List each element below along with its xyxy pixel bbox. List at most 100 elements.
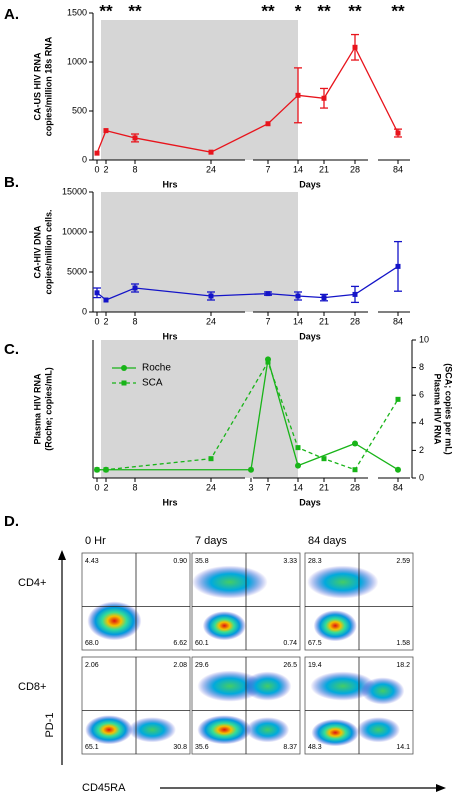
- marker: [321, 95, 327, 101]
- x-tick-label: 2: [103, 482, 108, 492]
- y-tick-label: 1500: [67, 7, 87, 17]
- marker: [94, 150, 100, 156]
- quadrant-value: 6.62: [173, 640, 187, 647]
- panel-label: A.: [4, 6, 19, 23]
- series-line: [97, 360, 399, 471]
- column-title: 84 days: [308, 535, 347, 547]
- quadrant-value: 35.8: [195, 558, 209, 565]
- density-blob: [128, 717, 176, 743]
- panel-label: C.: [4, 341, 19, 358]
- x-tick-label: 84: [393, 164, 403, 174]
- x-tick-label: 14: [293, 164, 303, 174]
- x-tick-label: 84: [393, 316, 403, 326]
- density-blob: [192, 565, 268, 599]
- density-blob: [361, 677, 405, 705]
- y-tick-label: 500: [72, 105, 87, 115]
- quadrant-value: 4.43: [85, 558, 99, 565]
- quadrant-value: 2.06: [85, 662, 99, 669]
- marker: [395, 396, 401, 402]
- density-blob: [356, 717, 401, 743]
- column-title: 0 Hr: [85, 535, 106, 547]
- quadrant-value: 68.0: [85, 640, 99, 647]
- x-tick-label: 28: [350, 316, 360, 326]
- quadrant-value: 1.58: [396, 640, 410, 647]
- x-axis-label: Days: [299, 497, 321, 507]
- panel-label: B.: [4, 174, 19, 191]
- y2-axis-label: Plasma HIV RNA: [433, 373, 443, 445]
- x-tick-label: 21: [319, 482, 329, 492]
- x-axis-label: Days: [299, 179, 321, 189]
- density-blob: [313, 610, 357, 642]
- x-axis-label: Hrs: [162, 179, 177, 189]
- marker: [208, 456, 214, 462]
- y-tick-label: 5000: [67, 266, 87, 276]
- marker: [352, 467, 358, 473]
- x-tick-label: 8: [132, 316, 137, 326]
- marker: [321, 295, 327, 301]
- y2-tick-label: 6: [419, 390, 424, 400]
- marker: [132, 135, 138, 141]
- x-tick-label: 0: [94, 164, 99, 174]
- marker: [94, 467, 100, 473]
- quadrant-value: 35.6: [195, 744, 209, 751]
- x-tick-label: 8: [132, 164, 137, 174]
- x-tick-label: 0: [94, 316, 99, 326]
- y-axis-label: CA-HIV DNA: [32, 225, 42, 278]
- legend-label: SCA: [142, 378, 163, 389]
- quadrant-value: 3.33: [283, 558, 297, 565]
- density-blob: [87, 601, 142, 641]
- quadrant-value: 30.8: [173, 744, 187, 751]
- x-tick-label: 14: [293, 482, 303, 492]
- marker: [94, 290, 100, 296]
- x-tick-label: 84: [393, 482, 403, 492]
- significance: **: [391, 1, 405, 20]
- quadrant-value: 26.5: [283, 662, 297, 669]
- marker: [103, 467, 109, 473]
- x-tick-label: 28: [350, 482, 360, 492]
- y-axis-label: Plasma HIV RNA: [32, 373, 42, 445]
- marker: [395, 263, 401, 269]
- x-tick-label: 28: [350, 164, 360, 174]
- y2-axis-label: (SCA; copies per mL): [444, 363, 454, 455]
- row-title: CD4+: [18, 577, 46, 589]
- marker: [103, 297, 109, 303]
- marker: [352, 44, 358, 50]
- quadrant-value: 2.08: [173, 662, 187, 669]
- marker: [395, 466, 401, 473]
- y-tick-label: 0: [82, 154, 87, 164]
- y2-tick-label: 2: [419, 445, 424, 455]
- significance: **: [317, 1, 331, 20]
- arrow-head: [58, 550, 66, 560]
- x-tick-label: 24: [206, 316, 216, 326]
- marker: [103, 128, 109, 134]
- marker: [295, 293, 301, 299]
- marker: [208, 149, 214, 155]
- x-axis-label: Days: [299, 331, 321, 341]
- x-tick-label: 21: [319, 164, 329, 174]
- significance: *: [295, 1, 302, 20]
- panel-label: D.: [4, 513, 19, 530]
- density-blob: [197, 715, 252, 745]
- x-axis-label: Hrs: [162, 497, 177, 507]
- marker: [352, 291, 358, 297]
- column-title: 7 days: [195, 535, 228, 547]
- x-tick-label: 7: [265, 316, 270, 326]
- marker: [295, 462, 301, 469]
- x-tick-label: 7: [265, 482, 270, 492]
- quadrant-value: 18.2: [396, 662, 410, 669]
- y-tick-label: 15000: [62, 186, 87, 196]
- y-axis-label: (Roche; copies/mL): [43, 367, 53, 451]
- x-tick-label: 7: [265, 164, 270, 174]
- row-title: CD8+: [18, 681, 46, 693]
- quadrant-value: 0.90: [173, 558, 187, 565]
- y-axis-label: copies/million cells.: [43, 209, 53, 294]
- x-axis-label: CD45RA: [82, 782, 126, 794]
- x-tick-label: 2: [103, 164, 108, 174]
- marker: [295, 445, 301, 451]
- legend-marker: [121, 380, 127, 386]
- legend-label: Roche: [142, 363, 171, 374]
- y2-tick-label: 0: [419, 472, 424, 482]
- density-blob: [307, 565, 379, 599]
- shaded-region: [101, 20, 298, 160]
